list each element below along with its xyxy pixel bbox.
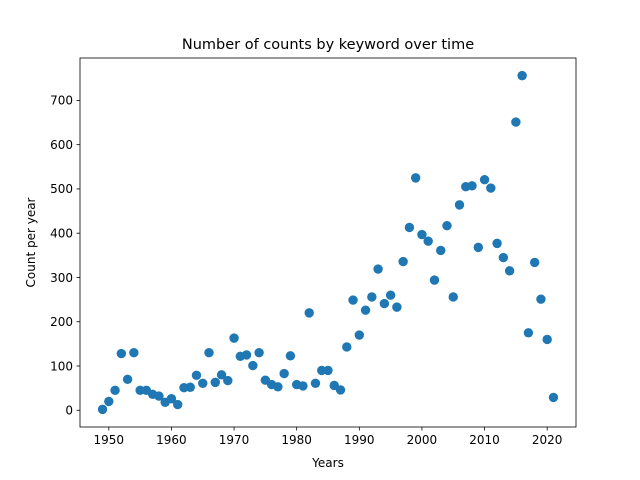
points-layer: [97, 70, 559, 415]
data-point: [492, 238, 502, 249]
x-tick-label: 1990: [344, 433, 375, 447]
x-tick-label: 2010: [469, 433, 500, 447]
data-point: [417, 229, 427, 240]
data-point: [210, 377, 220, 388]
data-point: [97, 404, 108, 415]
chart-title: Number of counts by keyword over time: [182, 37, 474, 53]
y-tick-label: 400: [50, 227, 73, 241]
y-tick-label: 200: [50, 315, 73, 329]
data-point: [154, 391, 164, 401]
data-point: [498, 252, 509, 263]
x-tick-label: 1950: [94, 433, 125, 447]
data-point: [348, 295, 358, 305]
data-point: [335, 385, 346, 395]
data-point: [354, 330, 365, 340]
data-point: [248, 360, 258, 371]
data-point: [385, 290, 396, 300]
data-point: [398, 256, 408, 267]
data-point: [392, 302, 402, 312]
data-point: [548, 392, 559, 403]
data-point: [279, 368, 289, 379]
x-tick-label: 1960: [156, 433, 187, 447]
data-point: [479, 174, 490, 185]
data-point: [298, 381, 308, 391]
data-point: [110, 385, 120, 396]
ticks-layer: 1950 1960 1970 1980 1990 2000 2010 2020 0 100 200 3…: [50, 94, 562, 447]
y-tick-label: 500: [50, 182, 73, 196]
y-tick-label: 300: [50, 271, 73, 285]
data-point: [204, 348, 214, 358]
data-point: [342, 342, 352, 352]
data-point: [367, 292, 377, 302]
data-point: [486, 183, 496, 193]
data-point: [166, 394, 177, 404]
data-point: [511, 117, 521, 127]
x-tick-label: 2020: [532, 433, 563, 447]
data-point: [360, 305, 371, 315]
data-point: [473, 242, 484, 253]
data-point: [172, 399, 183, 410]
data-point: [436, 245, 446, 256]
data-point: [517, 70, 527, 81]
data-point: [216, 370, 227, 380]
x-tick-label: 1980: [281, 433, 312, 447]
data-point: [310, 378, 321, 388]
data-point: [104, 396, 114, 407]
data-point: [122, 374, 133, 384]
data-point: [454, 200, 465, 210]
data-point: [429, 275, 440, 285]
y-tick-label: 100: [50, 359, 73, 373]
data-point: [198, 378, 208, 388]
data-point: [442, 220, 452, 231]
data-point: [129, 348, 139, 358]
data-point: [448, 292, 458, 302]
x-tick-label: 1970: [219, 433, 250, 447]
data-point: [467, 181, 477, 191]
data-point: [285, 351, 296, 361]
data-point: [191, 370, 202, 380]
data-point: [529, 257, 540, 268]
data-point: [116, 348, 127, 359]
x-axis-label: Years: [311, 456, 344, 470]
data-point: [373, 264, 383, 274]
data-point: [410, 173, 421, 183]
data-point: [185, 382, 195, 392]
data-point: [323, 365, 333, 376]
data-point: [229, 333, 239, 343]
plot-frame: [79, 57, 577, 428]
y-tick-label: 700: [50, 94, 73, 108]
data-point: [536, 294, 546, 304]
y-tick-label: 0: [65, 404, 73, 418]
data-point: [542, 334, 552, 345]
data-point: [304, 308, 314, 318]
data-point: [223, 375, 233, 386]
x-tick-label: 2000: [407, 433, 438, 447]
data-point: [273, 382, 283, 392]
data-point: [379, 298, 390, 309]
data-point: [241, 350, 252, 360]
data-point: [523, 328, 534, 338]
data-point: [254, 348, 264, 358]
data-point: [504, 266, 515, 276]
data-point: [404, 222, 415, 233]
y-axis-label: Count per year: [24, 197, 38, 287]
y-tick-label: 600: [50, 138, 73, 152]
data-point: [423, 236, 433, 246]
